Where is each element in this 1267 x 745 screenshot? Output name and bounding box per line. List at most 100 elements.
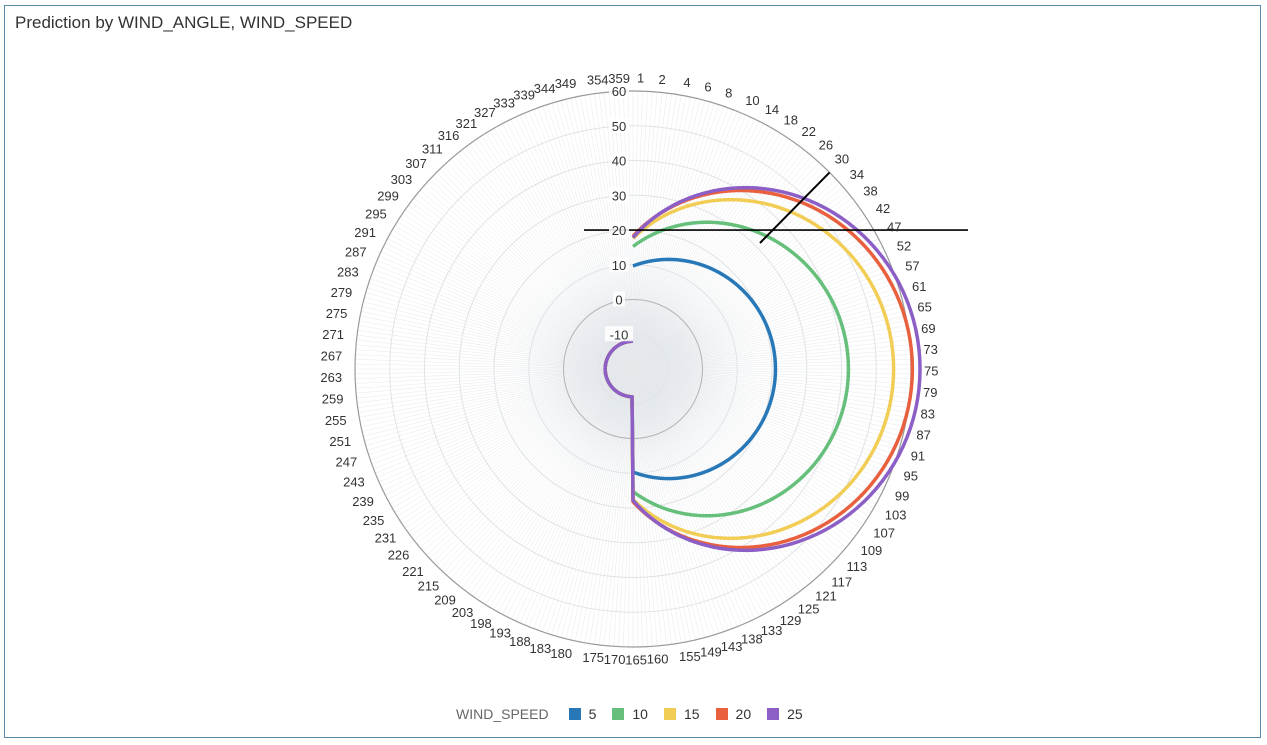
legend-item-25[interactable]: 25 [767,706,803,722]
chart-title: Prediction by WIND_ANGLE, WIND_SPEED [15,13,353,32]
radial-label-bg [609,117,629,133]
radial-tick-label: 50 [612,119,626,134]
angular-tick-label: 271 [322,327,344,342]
angular-tick-label: 149 [700,645,722,660]
angular-tick-label: 283 [337,264,359,279]
angular-tick-label: 83 [921,407,935,422]
angular-tick-label: 359 [608,71,630,86]
angular-tick-label: 203 [452,605,474,620]
angular-tick-label: 4 [683,75,690,90]
angular-tick-label: 38 [863,184,877,199]
radial-label-bg [613,291,625,307]
series-line-25 [603,185,922,553]
angular-tick-label: 113 [847,559,868,574]
angular-tick-label: 339 [513,88,535,103]
radial-gridline [458,194,808,544]
legend-label: 20 [735,706,752,722]
angular-tick-label: 209 [434,592,456,607]
angular-tick-label: 279 [331,285,353,300]
angular-tick-label: 354 [587,73,609,88]
angular-tick-label: 311 [422,141,443,156]
angular-tick-label: 333 [493,96,515,111]
angular-tick-label: 95 [904,469,918,484]
angular-tick-label: 299 [377,189,399,204]
angular-tick-label: 26 [819,137,833,152]
angular-tick-label: 165 [625,653,647,668]
angular-tick-label: 180 [550,646,572,661]
angular-tick-label: 91 [911,448,925,463]
angular-tick-label: 327 [474,105,496,120]
angular-tick-label: 57 [905,259,919,274]
angular-tick-label: 69 [921,321,935,336]
angular-tick-label: 291 [354,225,376,240]
legend-label: 5 [588,706,597,722]
legend-label: 15 [683,706,700,722]
angular-tick-label: 61 [912,279,926,294]
angular-tick-label: 117 [831,574,852,589]
legend-item-15[interactable]: 15 [663,706,700,722]
radial-tick-label: 20 [612,223,626,238]
angular-tick-label: 349 [555,76,577,91]
angular-tick-label: 235 [363,513,385,528]
angular-tick-label: 75 [924,364,938,379]
radial-reference-line [759,171,831,244]
angular-tick-label: 287 [345,244,367,259]
angular-tick-label: 251 [329,434,351,449]
angular-tick-label: 155 [679,649,701,664]
angular-tick-label: 2 [658,72,665,87]
legend-item-5[interactable]: 5 [568,706,597,722]
series-layer [603,185,922,553]
legend-title: WIND_SPEED [456,706,549,722]
angular-tick-label: 30 [835,152,849,167]
angular-tick-label: 109 [861,543,883,558]
legend-swatch [612,708,625,720]
angular-tick-label: 103 [885,507,907,522]
angular-tick-label: 14 [765,102,779,117]
angular-tick-label: 188 [509,634,531,649]
angular-tick-label: 129 [780,613,802,628]
legend-label: 25 [787,706,803,722]
angular-tick-label: 10 [745,93,759,108]
angular-tick-label: 22 [802,124,816,139]
legend-swatch [568,708,581,720]
radial-label-bg [609,83,629,98]
legend-swatch [767,708,780,720]
legend-swatch [663,708,676,720]
angular-tick-label: 239 [352,494,374,509]
angular-tick-label: 8 [725,85,732,100]
angular-tick-label: 321 [455,116,477,131]
angular-tick-label: 6 [704,79,711,94]
radial-gridline [389,125,877,613]
angular-tick-label: 263 [320,370,342,385]
angular-tick-label: 247 [335,454,357,469]
radial-tick-label: -10 [610,327,629,342]
radial-tick-label: 0 [615,293,622,308]
angular-tick-label: 34 [850,167,864,182]
radial-label-bg [605,326,633,342]
radial-label-bg [609,152,629,168]
radial-tick-label: 60 [612,84,626,99]
legend-item-20[interactable]: 20 [715,706,752,722]
angular-tick-label: 121 [815,589,837,604]
legend-item-10[interactable]: 10 [612,706,648,722]
legend: WIND_SPEED 5 10 15 20 25 [456,705,819,723]
reference-lines [584,171,968,244]
angular-tick-label: 1 [637,71,644,86]
angular-tick-label: 73 [923,342,937,357]
angular-tick-label: 107 [873,526,895,541]
radial-gridline [424,160,842,578]
angular-tick-label: 243 [343,475,365,490]
angular-tick-label: 221 [402,564,424,579]
angular-tick-label: 133 [761,623,783,638]
radial-label-bg [609,222,629,237]
radial-tick-label: 30 [612,188,626,203]
legend-label: 10 [632,706,648,722]
angular-tick-label: 226 [388,548,410,563]
angular-tick-label: 65 [917,300,931,315]
radial-label-bg [609,256,629,272]
angular-tick-label: 18 [784,112,798,127]
angular-tick-label: 52 [897,239,911,254]
angular-tick-label: 303 [391,172,413,187]
